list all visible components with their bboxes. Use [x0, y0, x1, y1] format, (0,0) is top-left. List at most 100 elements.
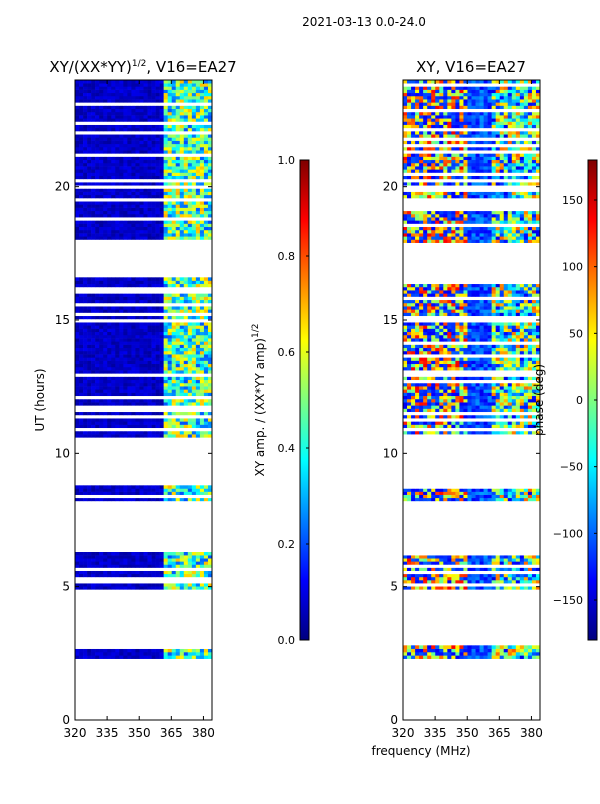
heatmap-cell: [123, 555, 127, 558]
heatmap-cell: [79, 309, 83, 313]
heatmap-cell: [87, 361, 91, 365]
heatmap-cell: [131, 492, 135, 495]
heatmap-cell: [196, 649, 200, 653]
heatmap-cell: [111, 434, 115, 438]
heatmap-cell: [439, 488, 443, 491]
heatmap-cell: [160, 405, 164, 409]
heatmap-cell: [119, 322, 123, 326]
heatmap-cell: [188, 380, 192, 384]
heatmap-cell: [152, 421, 156, 425]
heatmap-cell: [135, 586, 139, 589]
heatmap-cell: [196, 415, 200, 419]
heatmap-cell: [168, 185, 172, 188]
heatmap-cell: [83, 293, 87, 297]
heatmap-cell: [111, 571, 115, 574]
heatmap-cell: [176, 96, 180, 99]
heatmap-cell: [196, 428, 200, 432]
heatmap-cell: [95, 405, 99, 409]
heatmap-cell: [463, 555, 467, 558]
heatmap-cell: [508, 564, 512, 567]
heatmap-cell: [115, 574, 119, 577]
heatmap-cell: [204, 555, 208, 558]
heatmap-cell: [148, 351, 152, 355]
heatmap-cell: [87, 380, 91, 384]
heatmap-cell: [188, 434, 192, 438]
heatmap-cell: [180, 188, 184, 191]
heatmap-cell: [91, 112, 95, 115]
heatmap-cell: [160, 195, 164, 198]
heatmap-cell: [188, 389, 192, 393]
heatmap-cell: [176, 431, 180, 435]
heatmap-cell: [83, 220, 87, 223]
heatmap-cell: [119, 134, 123, 137]
heatmap-cell: [459, 655, 463, 659]
heatmap-cell: [83, 325, 87, 329]
heatmap-cell: [152, 157, 156, 160]
heatmap-cell: [172, 345, 176, 349]
heatmap-cell: [451, 655, 455, 659]
heatmap-cell: [119, 227, 123, 230]
heatmap-cell: [492, 552, 496, 555]
heatmap-cell: [119, 90, 123, 93]
heatmap-cell: [135, 498, 139, 501]
heatmap-cell: [419, 495, 423, 498]
heatmap-cell: [107, 501, 111, 504]
heatmap-cell: [168, 131, 172, 134]
heatmap-cell: [184, 555, 188, 558]
heatmap-cell: [156, 377, 160, 381]
heatmap-cell: [164, 102, 168, 105]
heatmap-cell: [103, 332, 107, 336]
heatmap-cell: [200, 169, 204, 172]
heatmap-cell: [164, 361, 168, 365]
heatmap-cell: [95, 354, 99, 358]
heatmap-cell: [176, 118, 180, 121]
heatmap-cell: [115, 227, 119, 230]
heatmap-cell: [164, 377, 168, 381]
heatmap-cell: [91, 409, 95, 413]
heatmap-cell: [508, 577, 512, 580]
heatmap-cell: [119, 421, 123, 425]
heatmap-cell: [95, 137, 99, 140]
heatmap-cell: [447, 583, 451, 586]
heatmap-cell: [204, 341, 208, 345]
heatmap-cell: [192, 99, 196, 102]
heatmap-cell: [188, 586, 192, 589]
heatmap-cell: [164, 564, 168, 567]
heatmap-cell: [103, 652, 107, 656]
heatmap-cell: [196, 224, 200, 227]
heatmap-cell: [95, 412, 99, 416]
heatmap-cell: [99, 86, 103, 89]
heatmap-cell: [107, 192, 111, 195]
heatmap-cell: [180, 230, 184, 233]
heatmap-cell: [188, 106, 192, 109]
heatmap-cell: [415, 645, 419, 649]
heatmap-cell: [431, 552, 435, 555]
heatmap-cell: [111, 501, 115, 504]
heatmap-cell: [152, 121, 156, 124]
heatmap-cell: [184, 412, 188, 416]
heatmap-cell: [204, 303, 208, 307]
heatmap-cell: [139, 144, 143, 147]
heatmap-cell: [176, 367, 180, 371]
heatmap-cell: [435, 434, 439, 438]
heatmap-cell: [139, 351, 143, 355]
heatmap-cell: [111, 498, 115, 501]
heatmap-cell: [192, 277, 196, 281]
heatmap-cell: [95, 313, 99, 317]
heatmap-cell: [512, 488, 516, 491]
heatmap-cell: [131, 160, 135, 163]
heatmap-cell: [123, 580, 127, 583]
heatmap-cell: [83, 361, 87, 365]
heatmap-cell: [99, 655, 103, 659]
heatmap-cell: [451, 577, 455, 580]
heatmap-cell: [164, 121, 168, 124]
heatmap-cell: [75, 386, 79, 390]
heatmap-cell: [139, 227, 143, 230]
heatmap-cell: [156, 583, 160, 586]
heatmap-cell: [127, 325, 131, 329]
heatmap-cell: [75, 393, 79, 397]
heatmap-cell: [172, 293, 176, 297]
heatmap-cell: [180, 393, 184, 397]
heatmap-cell: [123, 583, 127, 586]
heatmap-cell: [160, 173, 164, 176]
